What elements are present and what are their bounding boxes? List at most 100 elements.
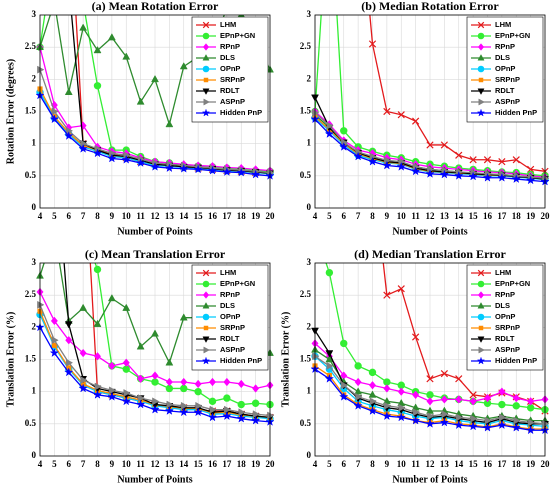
y-tick-label: 2 bbox=[32, 321, 37, 331]
subplot: (c) Mean Translation Error 0 0.5 1 1.5 2 2.5 3 4… bbox=[5, 228, 275, 486]
y-tick-label: 1 bbox=[32, 386, 37, 396]
marker bbox=[398, 157, 406, 166]
plot-frame bbox=[314, 262, 546, 457]
y-tick-label: 1.5 bbox=[25, 354, 37, 364]
x-tick-label: 19 bbox=[526, 211, 536, 221]
marker bbox=[237, 15, 246, 18]
marker bbox=[527, 418, 535, 427]
x-tick-label: 6 bbox=[342, 459, 347, 469]
marker bbox=[483, 393, 492, 403]
y-tick-label: 1.5 bbox=[25, 106, 37, 116]
marker bbox=[354, 377, 362, 387]
marker bbox=[250, 169, 261, 179]
marker bbox=[252, 384, 260, 393]
legend-label: Hidden PnP bbox=[220, 108, 262, 117]
x-tick-label: 9 bbox=[110, 211, 115, 221]
marker bbox=[78, 383, 88, 393]
y-tick-label: 3 bbox=[32, 9, 37, 19]
marker bbox=[37, 300, 45, 309]
x-tick-label: 8 bbox=[370, 211, 375, 221]
marker bbox=[477, 54, 485, 61]
legend-label: Hidden PnP bbox=[495, 356, 537, 365]
marker bbox=[412, 390, 420, 400]
x-tick-label: 15 bbox=[194, 459, 204, 469]
marker bbox=[165, 358, 174, 366]
marker bbox=[50, 316, 58, 326]
plot-frame bbox=[314, 14, 546, 209]
marker bbox=[383, 384, 391, 393]
marker bbox=[369, 397, 377, 406]
marker bbox=[137, 374, 145, 384]
marker bbox=[107, 294, 116, 302]
marker bbox=[396, 412, 406, 422]
marker bbox=[339, 141, 349, 151]
marker bbox=[542, 419, 550, 428]
marker bbox=[476, 356, 486, 365]
marker bbox=[179, 407, 189, 417]
x-tick-label: 11 bbox=[136, 211, 145, 221]
y-tick-label: 2.5 bbox=[300, 41, 312, 51]
marker bbox=[368, 40, 377, 48]
marker bbox=[238, 408, 246, 417]
marker bbox=[512, 393, 520, 403]
marker bbox=[222, 167, 232, 176]
x-tick-label: 11 bbox=[136, 459, 145, 469]
x-tick-label: 5 bbox=[327, 211, 332, 221]
marker bbox=[93, 319, 102, 327]
legend-label: OPnP bbox=[495, 64, 515, 73]
legend-label: RDLT bbox=[220, 86, 240, 95]
legend-label: Hidden PnP bbox=[495, 108, 537, 117]
y-tick-label: 1 bbox=[307, 386, 312, 396]
marker bbox=[326, 361, 334, 370]
marker bbox=[137, 394, 145, 403]
x-tick-label: 4 bbox=[38, 459, 43, 469]
x-axis-label: Number of Points bbox=[392, 474, 467, 485]
legend-label: ASPnP bbox=[495, 97, 520, 106]
marker bbox=[398, 403, 406, 412]
marker bbox=[237, 400, 245, 409]
marker bbox=[412, 117, 420, 125]
marker bbox=[123, 389, 131, 397]
marker bbox=[512, 156, 520, 164]
marker bbox=[312, 228, 318, 234]
x-tick-label: 13 bbox=[165, 211, 175, 221]
marker bbox=[478, 98, 485, 106]
legend: LHM EPnP+GN RPnP DLS OPnP SRPnP RDLT ASPnP Hidde… bbox=[191, 16, 269, 123]
marker bbox=[368, 390, 377, 398]
subplot: (a) Mean Rotation Error 0 0.5 1 1.5 2 2.5 3 4 5 6 7… bbox=[5, 0, 275, 237]
x-tick-label: 14 bbox=[454, 459, 464, 469]
x-tick-label: 4 bbox=[313, 459, 318, 469]
marker bbox=[195, 401, 203, 410]
y-tick-label: 1 bbox=[307, 138, 312, 148]
marker bbox=[203, 98, 210, 106]
marker bbox=[252, 410, 260, 419]
marker bbox=[354, 387, 363, 395]
marker bbox=[165, 377, 173, 387]
legend-label: ASPnP bbox=[220, 97, 245, 106]
x-tick-label: 19 bbox=[251, 211, 261, 221]
marker bbox=[454, 420, 464, 430]
marker bbox=[412, 408, 420, 417]
marker bbox=[477, 269, 485, 277]
marker bbox=[426, 406, 434, 414]
y-axis-label: Translation Error (%) bbox=[280, 312, 291, 408]
y-tick-label: 2.5 bbox=[25, 41, 37, 51]
marker bbox=[37, 228, 43, 234]
marker bbox=[166, 400, 174, 409]
marker bbox=[93, 352, 102, 361]
marker bbox=[497, 172, 507, 182]
y-tick-label: 0 bbox=[307, 202, 312, 212]
chart-title: (b) Median Rotation Error bbox=[361, 0, 499, 13]
marker bbox=[326, 121, 334, 130]
marker bbox=[425, 168, 435, 178]
marker bbox=[201, 356, 211, 365]
y-tick-label: 0.5 bbox=[25, 170, 37, 180]
legend-label: SRPnP bbox=[220, 323, 245, 332]
marker bbox=[151, 329, 159, 337]
marker bbox=[325, 350, 334, 358]
x-tick-label: 6 bbox=[67, 211, 72, 221]
marker bbox=[367, 156, 378, 166]
y-tick-label: 3 bbox=[307, 257, 312, 267]
marker bbox=[477, 43, 485, 51]
marker bbox=[484, 416, 492, 425]
